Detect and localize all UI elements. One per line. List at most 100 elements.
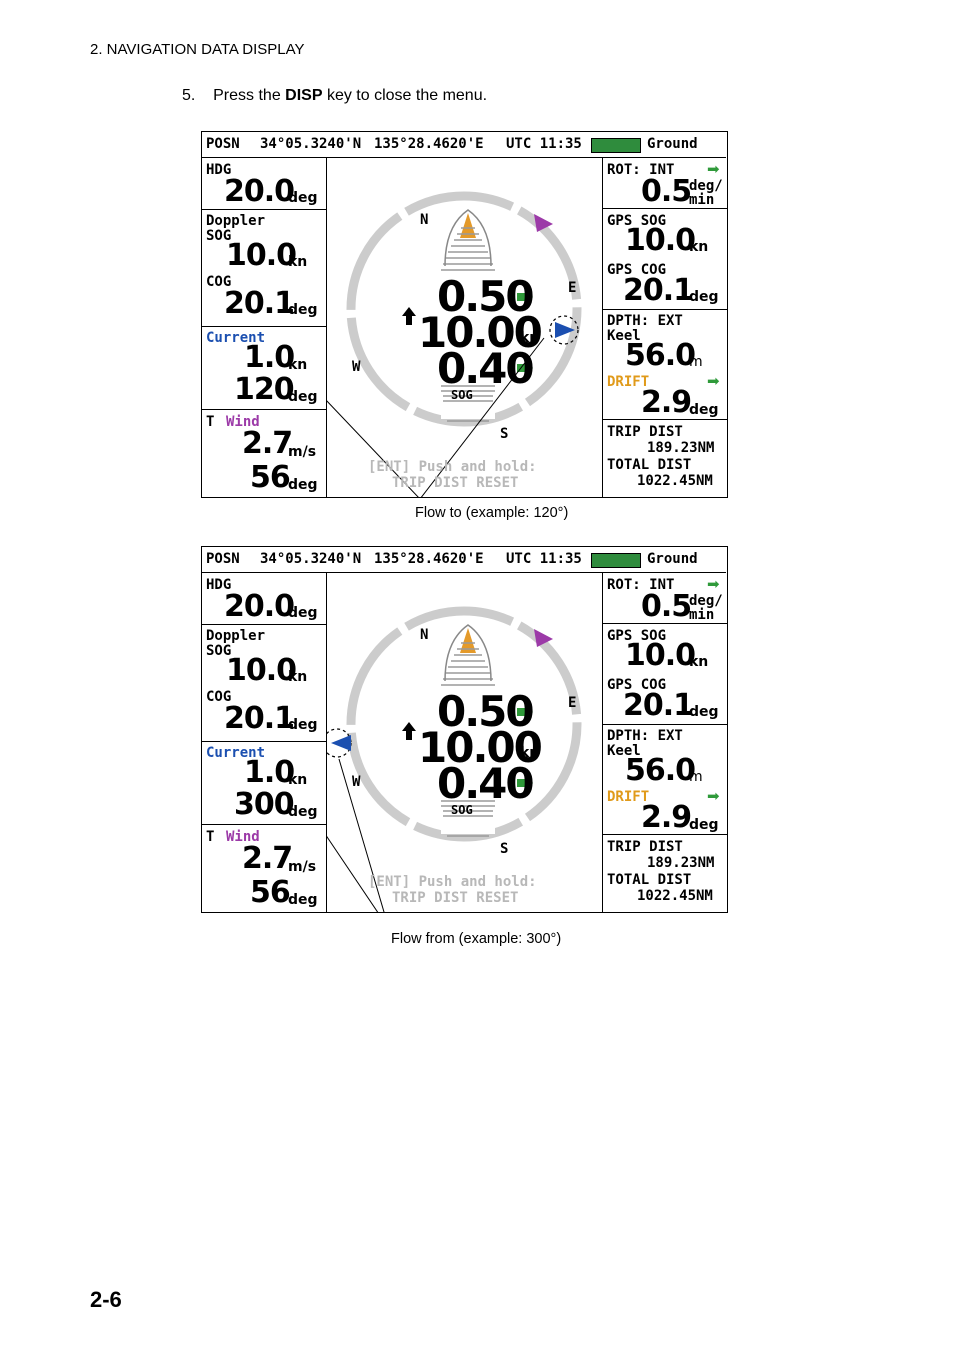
doppler-cell: Doppler SOG 10.0 kn COG 20.1 deg xyxy=(202,625,326,742)
rot-unit-top: deg/ xyxy=(689,593,723,609)
rot-label: ROT: INT xyxy=(607,577,675,593)
current-speed-unit: kn xyxy=(288,357,308,373)
utc-time: UTC 11:35 xyxy=(506,136,582,152)
right-panel: ROT: INT ➡ 0.5 deg/ min GPS SOG 10.0 kn … xyxy=(602,158,727,497)
doppler-label: Doppler xyxy=(206,628,266,644)
doppler-cell: Doppler SOG 10.0 kn COG 20.1 deg xyxy=(202,210,326,327)
cog-label: COG xyxy=(206,274,232,290)
rot-cell: ROT: INT ➡ 0.5 deg/ min xyxy=(603,158,727,209)
sog-unit: kn xyxy=(288,254,308,270)
left-panel: HDG 20.0 deg Doppler SOG 10.0 kn COG 20.… xyxy=(202,158,327,497)
gps-cog-label: GPS COG xyxy=(607,262,667,278)
rot-unit-bottom: min xyxy=(689,607,715,623)
sog-label: SOG xyxy=(206,228,232,244)
step-instruction: 5. Press the DISP key to close the menu. xyxy=(182,87,487,105)
page-number: 2-6 xyxy=(90,1287,122,1312)
fore-green-arrow-icon xyxy=(517,704,533,720)
current-direction: 120 xyxy=(234,372,295,407)
wind-cell: T Wind 2.7 m/s 56 deg xyxy=(202,410,326,497)
compass-east: E xyxy=(568,695,577,711)
wind-pointer-icon xyxy=(534,629,553,647)
position-bar: POSN 34°05.3240'N 135°28.4620'E UTC 11:3… xyxy=(202,132,726,158)
compass-west: W xyxy=(352,774,361,790)
compass-south: S xyxy=(500,841,509,857)
rot-value: 0.5 xyxy=(641,589,692,624)
trip-label: TRIP DIST xyxy=(607,839,683,855)
depth-value: 56.0 xyxy=(625,753,696,788)
section-header: 2. NAVIGATION DATA DISPLAY xyxy=(90,41,305,58)
current-pointer-icon xyxy=(549,315,579,345)
current-dir-unit: deg xyxy=(288,804,318,820)
caption-flow-to: Flow to (example: 120°) xyxy=(415,505,569,521)
hdg-value: 20.0 xyxy=(224,174,295,209)
wind-speed-unit: m/s xyxy=(288,444,317,460)
callout-lines xyxy=(327,337,545,497)
gps-sog-value: 10.0 xyxy=(625,223,696,258)
gps-cog-unit: deg xyxy=(689,289,719,305)
total-label: TOTAL DIST xyxy=(607,457,692,473)
cog-unit: deg xyxy=(288,302,318,318)
hdg-cell: HDG 20.0 deg xyxy=(202,158,326,210)
wind-speed-unit: m/s xyxy=(288,859,317,875)
callout-lines xyxy=(327,758,385,912)
wind-t-label: T xyxy=(206,414,215,430)
sog-unit: kn xyxy=(288,669,308,685)
sog-value: 10.0 xyxy=(226,238,297,273)
hdg-unit: deg xyxy=(288,605,318,621)
aft-green-arrow-icon xyxy=(517,775,533,791)
drift-label: DRIFT xyxy=(607,789,650,805)
current-dir-unit: deg xyxy=(288,389,318,405)
wind-dir-unit: deg xyxy=(288,477,318,493)
position-bar: POSN 34°05.3240'N 135°28.4620'E UTC 11:3… xyxy=(202,547,726,573)
speed-arrows xyxy=(402,289,533,376)
current-label: Current xyxy=(206,330,266,346)
wind-dir-unit: deg xyxy=(288,892,318,908)
hdg-label: HDG xyxy=(206,577,232,593)
callout-line xyxy=(327,835,379,912)
gps-cog-value: 20.1 xyxy=(623,688,694,723)
fore-green-arrow-icon xyxy=(517,289,533,305)
current-cell: Current 1.0 kn 120 deg xyxy=(202,327,326,410)
trip-value: 189.23NM xyxy=(647,440,715,456)
wind-direction: 56 xyxy=(250,875,291,910)
hdg-unit: deg xyxy=(288,190,318,206)
ground-status: Ground xyxy=(647,136,698,152)
wind-speed: 2.7 xyxy=(242,426,293,461)
drift-unit: deg xyxy=(689,402,719,418)
doppler-label: Doppler xyxy=(206,213,266,229)
current-pointer-icon xyxy=(327,728,352,758)
aft-green-arrow-icon xyxy=(517,360,533,376)
status-bar xyxy=(591,138,641,153)
current-cell: Current 1.0 kn 300 deg xyxy=(202,742,326,825)
rot-arrow-icon: ➡ xyxy=(707,575,720,593)
gps-sog-unit: kn xyxy=(689,239,709,255)
ground-status: Ground xyxy=(647,551,698,567)
total-label: TOTAL DIST xyxy=(607,872,692,888)
gps-sog-label: GPS SOG xyxy=(607,628,667,644)
main-speed: 10.00 xyxy=(418,723,543,772)
main-speed-unit: kn xyxy=(520,745,540,761)
left-panel: HDG 20.0 deg Doppler SOG 10.0 kn COG 20.… xyxy=(202,573,327,912)
total-value: 1022.45NM xyxy=(637,473,713,489)
hdg-value: 20.0 xyxy=(224,589,295,624)
ent-hint: [ENT] Push and hold: xyxy=(368,874,537,890)
wind-cell: T Wind 2.7 m/s 56 deg xyxy=(202,825,326,912)
disp-key: DISP xyxy=(285,87,323,104)
utc-time: UTC 11:35 xyxy=(506,551,582,567)
step-number: 5. xyxy=(182,87,196,104)
wind-label: Wind xyxy=(226,829,260,845)
wind-speed: 2.7 xyxy=(242,841,293,876)
compass-graphic xyxy=(327,191,582,497)
rot-label: ROT: INT xyxy=(607,162,675,178)
distance-cell: TRIP DIST 189.23NM TOTAL DIST 1022.45NM xyxy=(603,835,727,912)
drift-arrow-icon: ➡ xyxy=(707,787,720,805)
speed-arrows xyxy=(402,704,533,791)
main-speed: 10.00 xyxy=(418,308,543,357)
sog-label: SOG xyxy=(206,643,232,659)
compass-west: W xyxy=(352,359,361,375)
display-screen-flow-to: POSN 34°05.3240'N 135°28.4620'E UTC 11:3… xyxy=(201,131,728,498)
display-screen-flow-from: POSN 34°05.3240'N 135°28.4620'E UTC 11:3… xyxy=(201,546,728,913)
drift-label: DRIFT xyxy=(607,374,650,390)
keel-label: Keel xyxy=(607,328,641,344)
bow-arrow-icon xyxy=(441,209,495,422)
